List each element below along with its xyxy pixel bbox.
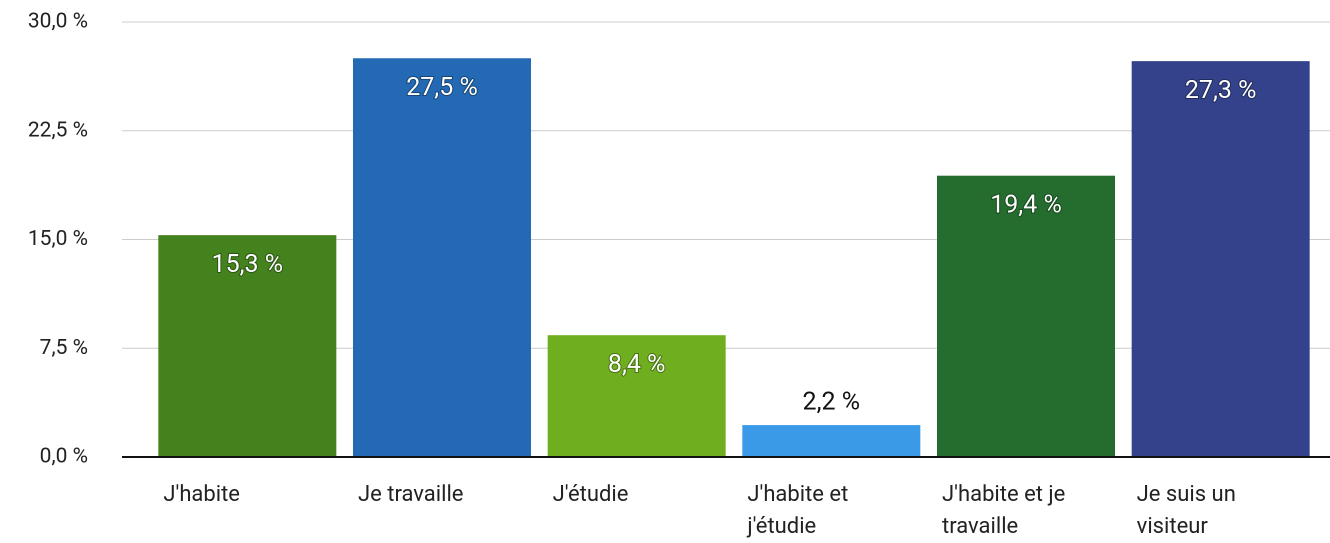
- y-tick-label: 22,5 %: [28, 118, 88, 142]
- bar: [1131, 61, 1310, 458]
- value-label: 27,3 %: [1185, 76, 1257, 105]
- value-label: 27,5 %: [406, 73, 478, 102]
- x-tick-label: Je suis un visiteur: [1136, 482, 1236, 539]
- bar: [937, 175, 1115, 457]
- x-tick-label: J'habite et je travaille: [942, 482, 1066, 539]
- bar: [547, 335, 726, 457]
- value-label: 19,4 %: [990, 190, 1062, 219]
- y-tick-label: 30,0 %: [28, 10, 88, 34]
- y-tick-label: 15,0 %: [28, 227, 88, 251]
- value-label: 15,3 %: [212, 250, 284, 279]
- x-tick-label: J'habite et j'étudie: [747, 482, 849, 539]
- y-tick-label: 7,5 %: [40, 336, 88, 360]
- bar: [158, 235, 337, 457]
- bar: [353, 58, 531, 457]
- value-label: 2,2 %: [803, 388, 861, 417]
- value-label: 8,4 %: [608, 350, 666, 379]
- y-tick-label: 0,0 %: [40, 445, 88, 469]
- bar: [742, 425, 921, 457]
- x-tick-label: Je travaille: [358, 482, 464, 507]
- x-tick-label: J'étudie: [552, 482, 629, 507]
- x-tick-label: J'habite: [163, 482, 240, 507]
